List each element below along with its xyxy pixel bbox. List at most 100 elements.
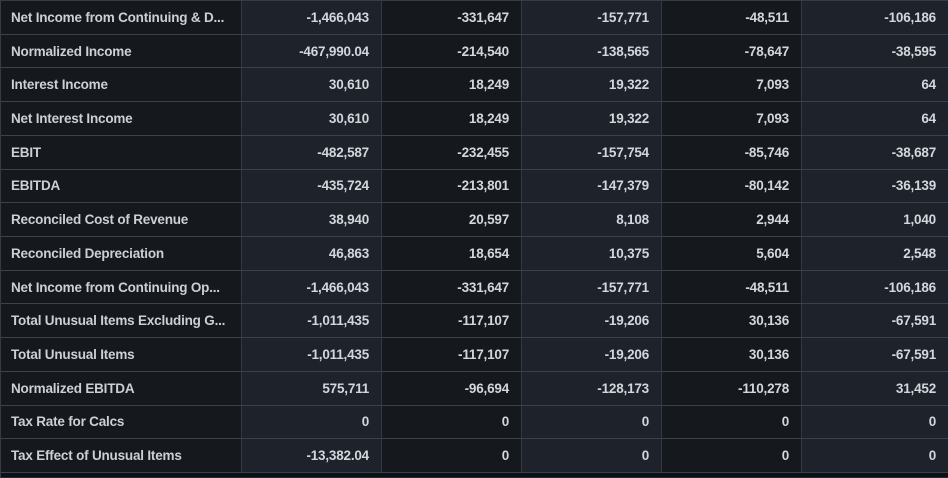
value-cell[interactable]: 0 [381,405,521,439]
value-cell[interactable]: 64 [801,68,948,102]
value-cell[interactable]: 7,093 [661,68,801,102]
value-cell[interactable]: 0 [521,439,661,473]
table-row[interactable]: Tax Rate for Calcs 0 0 0 0 0 [1,405,948,440]
value-cell[interactable]: 38,940 [241,203,381,237]
row-label-cell[interactable]: EBITDA [1,169,241,203]
row-label-cell[interactable]: Tax Rate for Calcs [1,405,241,439]
value-cell[interactable]: -331,647 [381,1,521,34]
value-cell[interactable]: -110,278 [661,371,801,405]
value-cell[interactable]: 10,375 [521,237,661,270]
value-cell[interactable]: 0 [661,439,801,473]
row-label-cell[interactable]: Reconciled Depreciation [1,237,241,270]
value-cell[interactable]: -138,565 [521,34,661,68]
value-cell[interactable]: 0 [661,405,801,439]
table-row[interactable]: Normalized Income -467,990.04 -214,540 -138… [1,34,948,69]
row-label-cell[interactable]: Net Interest Income [1,102,241,135]
value-cell[interactable]: 0 [521,405,661,439]
value-cell[interactable]: -67,591 [801,338,948,371]
table-row[interactable]: EBIT -482,587 -232,455 -157,754 -85,746 -38,6… [1,135,948,170]
value-cell[interactable]: 18,249 [381,68,521,102]
value-cell[interactable]: -38,595 [801,34,948,68]
table-row[interactable]: Normalized EBITDA 575,711 -96,694 -128,173-… [1,371,948,406]
table-row[interactable]: Total Unusual Items Excluding G... -1,011… [1,304,948,339]
value-cell[interactable]: 1,040 [801,203,948,237]
value-cell[interactable]: 30,136 [661,338,801,371]
value-cell[interactable]: -80,142 [661,169,801,203]
value-cell[interactable]: -96,694 [381,371,521,405]
value-cell[interactable]: -1,011,435 [241,304,381,338]
value-cell[interactable]: -117,107 [381,304,521,338]
table-row[interactable]: Interest Income 30,610 18,249 19,322 7,093 64 [1,68,948,103]
value-cell[interactable]: 19,322 [521,102,661,135]
value-cell[interactable]: -157,754 [521,135,661,169]
value-cell[interactable]: -85,746 [661,135,801,169]
table-row[interactable]: Net Income from Continuing Op... -1,466,0… [1,270,948,305]
value-cell[interactable]: -232,455 [381,135,521,169]
value-cell[interactable]: -435,724 [241,169,381,203]
value-cell[interactable]: -38,687 [801,135,948,169]
value-cell[interactable]: 19,322 [521,68,661,102]
row-label-cell[interactable]: Reconciled Cost of Revenue [1,203,241,237]
value-cell[interactable]: 30,610 [241,68,381,102]
value-cell[interactable]: -13,382.04 [241,439,381,473]
value-cell[interactable]: 20,597 [381,203,521,237]
value-cell[interactable]: 46,863 [241,237,381,270]
value-cell[interactable]: 575,711 [241,371,381,405]
value-cell[interactable]: -78,647 [661,34,801,68]
value-cell[interactable]: -19,206 [521,338,661,371]
value-cell[interactable]: -213,801 [381,169,521,203]
table-row[interactable]: EBITDA -435,724 -213,801 -147,379 -80,142 -36… [1,169,948,204]
value-cell[interactable]: -157,771 [521,270,661,304]
row-label-cell[interactable]: Total Unusual Items Excluding G... [1,304,241,338]
value-cell[interactable]: -1,011,435 [241,338,381,371]
value-cell[interactable]: -67,591 [801,304,948,338]
value-cell[interactable]: 7,093 [661,102,801,135]
value-cell[interactable]: 30,610 [241,102,381,135]
table-row[interactable]: Tax Effect of Unusual Items -13,382.04 0 0 0… [1,439,948,474]
value-cell[interactable]: 0 [801,439,948,473]
value-cell[interactable]: 0 [381,439,521,473]
row-label-cell[interactable]: Normalized EBITDA [1,371,241,405]
value-cell[interactable]: -48,511 [661,270,801,304]
row-label-cell[interactable]: EBIT [1,135,241,169]
value-cell[interactable]: -19,206 [521,304,661,338]
value-cell[interactable]: -214,540 [381,34,521,68]
value-cell[interactable]: -117,107 [381,338,521,371]
value-cell[interactable]: 2,548 [801,237,948,270]
value-cell[interactable]: 8,108 [521,203,661,237]
value-cell[interactable]: -467,990.04 [241,34,381,68]
value-cell[interactable]: 18,249 [381,102,521,135]
value-cell[interactable]: 0 [801,405,948,439]
table-row[interactable]: Total Unusual Items -1,011,435 -117,107 -19… [1,338,948,372]
row-label-cell[interactable]: Net Income from Continuing & D... [1,1,241,34]
value-cell[interactable]: -1,466,043 [241,1,381,34]
value-cell[interactable]: -128,173 [521,371,661,405]
value-cell[interactable]: 30,136 [661,304,801,338]
table-row[interactable]: Net Interest Income 30,610 18,249 19,322 7,0… [1,102,948,136]
value-cell[interactable]: 5,604 [661,237,801,270]
table-row[interactable]: Reconciled Cost of Revenue 38,940 20,597 8,… [1,203,948,238]
value-cell[interactable]: -106,186 [801,270,948,304]
row-label-cell[interactable]: Total Unusual Items [1,338,241,371]
row-label-cell[interactable]: Tax Effect of Unusual Items [1,439,241,473]
value-cell[interactable]: -147,379 [521,169,661,203]
value-cell[interactable]: 2,944 [661,203,801,237]
row-label-cell[interactable]: Net Income from Continuing Op... [1,270,241,304]
table-row[interactable]: Net Income from Continuing & D... -1,466,… [1,1,948,35]
value-cell[interactable]: -331,647 [381,270,521,304]
value-cell[interactable]: 0 [241,405,381,439]
table-row[interactable]: Reconciled Depreciation 46,863 18,654 10,37… [1,237,948,271]
value-cell[interactable]: 18,654 [381,237,521,270]
table-footer-strip [1,473,948,478]
value-cell[interactable]: -482,587 [241,135,381,169]
row-label-cell[interactable]: Normalized Income [1,34,241,68]
value-cell[interactable]: -1,466,043 [241,270,381,304]
value-cell[interactable]: 64 [801,102,948,135]
value-cell[interactable]: -48,511 [661,1,801,34]
row-label-cell[interactable]: Interest Income [1,68,241,102]
value-cell[interactable]: -157,771 [521,1,661,34]
value-cell[interactable]: -36,139 [801,169,948,203]
value-cell[interactable]: 31,452 [801,371,948,405]
value-cell[interactable]: -106,186 [801,1,948,34]
